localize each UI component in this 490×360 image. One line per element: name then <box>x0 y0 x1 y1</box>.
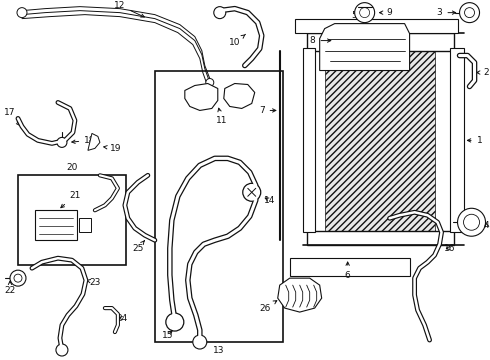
Circle shape <box>206 78 214 86</box>
Text: 1: 1 <box>467 136 482 145</box>
Circle shape <box>10 270 26 286</box>
Circle shape <box>168 315 182 329</box>
Polygon shape <box>278 278 321 312</box>
Bar <box>79 218 91 232</box>
Bar <box>449 48 464 232</box>
Text: 16: 16 <box>444 244 455 253</box>
Bar <box>35 210 77 240</box>
Bar <box>307 231 454 245</box>
Circle shape <box>355 3 375 23</box>
Text: 9: 9 <box>379 8 392 17</box>
Circle shape <box>166 313 184 331</box>
Bar <box>325 37 435 245</box>
Circle shape <box>14 274 22 282</box>
Bar <box>18 175 126 265</box>
Polygon shape <box>185 84 218 111</box>
Bar <box>303 48 315 232</box>
Text: 7: 7 <box>259 106 276 115</box>
Polygon shape <box>88 134 100 150</box>
Text: 19: 19 <box>104 144 122 153</box>
Text: 8: 8 <box>310 36 331 45</box>
Circle shape <box>193 335 207 349</box>
Text: 2: 2 <box>477 68 490 77</box>
Text: 25: 25 <box>132 241 145 253</box>
Text: 23: 23 <box>86 278 100 287</box>
Circle shape <box>464 214 480 230</box>
Text: 17: 17 <box>4 108 20 125</box>
Text: 13: 13 <box>213 346 224 355</box>
Circle shape <box>57 138 67 147</box>
Bar <box>290 258 410 276</box>
Text: 6: 6 <box>345 262 350 280</box>
Text: 15: 15 <box>162 330 173 339</box>
Circle shape <box>17 8 27 18</box>
Text: 12: 12 <box>114 1 145 17</box>
Polygon shape <box>224 84 255 108</box>
Text: 5: 5 <box>352 11 359 29</box>
Text: 10: 10 <box>229 34 245 47</box>
Text: 24: 24 <box>116 314 127 323</box>
Text: 21: 21 <box>61 191 81 208</box>
Text: 18: 18 <box>72 136 96 145</box>
Bar <box>294 19 458 33</box>
Circle shape <box>243 183 261 201</box>
Circle shape <box>465 8 474 18</box>
Bar <box>307 33 454 50</box>
Text: 11: 11 <box>216 108 227 125</box>
Circle shape <box>56 344 68 356</box>
Circle shape <box>360 8 369 18</box>
Text: 14: 14 <box>264 196 275 205</box>
Text: 22: 22 <box>4 281 16 294</box>
Circle shape <box>458 208 486 236</box>
Bar <box>155 71 283 342</box>
Circle shape <box>460 3 480 23</box>
Circle shape <box>214 6 226 19</box>
Text: 3: 3 <box>437 8 456 17</box>
Text: 4: 4 <box>484 221 490 230</box>
Text: 26: 26 <box>259 301 277 312</box>
Polygon shape <box>319 24 410 71</box>
Text: 20: 20 <box>66 163 77 172</box>
